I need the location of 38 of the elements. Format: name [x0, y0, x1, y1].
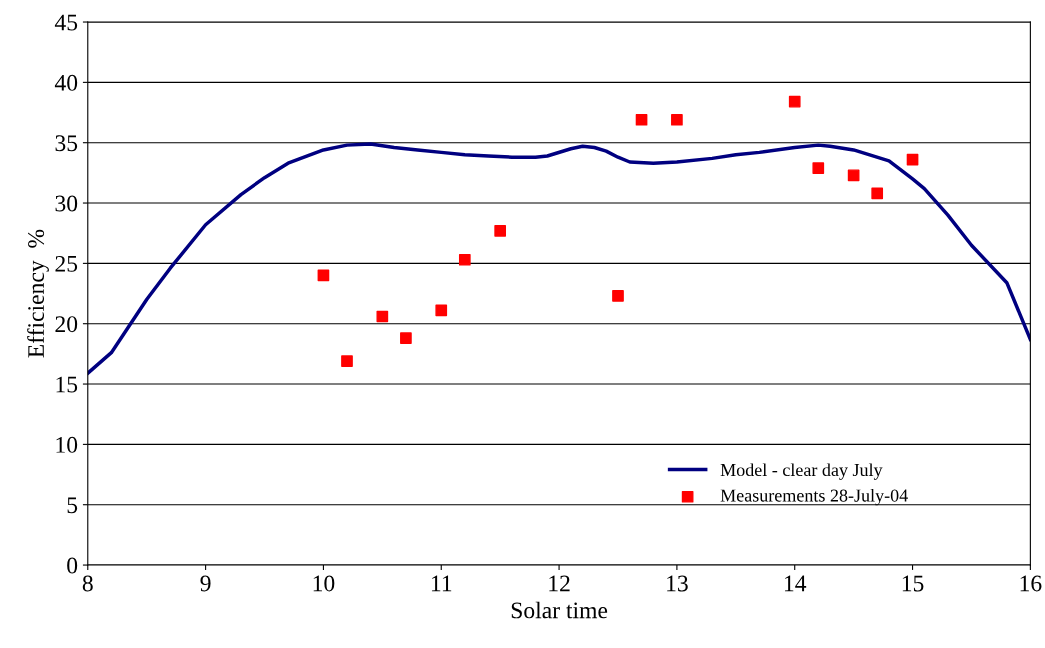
x-tick-label: 15	[902, 575, 924, 592]
y-tick-label: 45	[54, 14, 78, 31]
legend-label: Model - clear day July	[720, 463, 883, 480]
y-tick-label: 30	[55, 195, 78, 212]
point	[494, 224, 507, 237]
y-tick-label: 40	[54, 74, 78, 91]
legend-label: Measurements 28-July-04	[720, 488, 908, 506]
x-tick-label: 8	[82, 575, 93, 592]
y-tick-label: 10	[56, 436, 78, 453]
point	[400, 332, 412, 345]
point	[671, 113, 683, 126]
y-tick-label: 35	[55, 135, 78, 152]
point	[458, 253, 471, 266]
point	[635, 113, 648, 126]
x-tick-label: 13	[667, 575, 688, 592]
y-axis-title: Efficiency %	[27, 229, 49, 358]
point	[812, 162, 825, 174]
point	[435, 304, 448, 317]
x-tick-label: 16	[1020, 575, 1042, 592]
point	[317, 269, 330, 282]
point	[788, 95, 801, 108]
x-tick-label: 9	[200, 575, 211, 592]
y-tick-label: 25	[55, 255, 78, 272]
y-tick-label: 15	[56, 376, 78, 393]
point	[376, 310, 389, 323]
point	[612, 290, 624, 302]
y-tick-label: 0	[67, 557, 78, 574]
x-tick-label: 11	[431, 575, 452, 592]
point	[906, 153, 919, 166]
y-tick-label: 5	[67, 497, 78, 514]
x-tick-label: 14	[784, 575, 807, 592]
point	[847, 169, 860, 182]
x-axis-title: Solar time	[511, 601, 608, 619]
x-tick-label: 12	[549, 575, 570, 592]
y-tick-label: 20	[55, 316, 78, 333]
point	[871, 187, 884, 200]
x-tick-label: 10	[313, 575, 335, 592]
point	[341, 355, 353, 367]
